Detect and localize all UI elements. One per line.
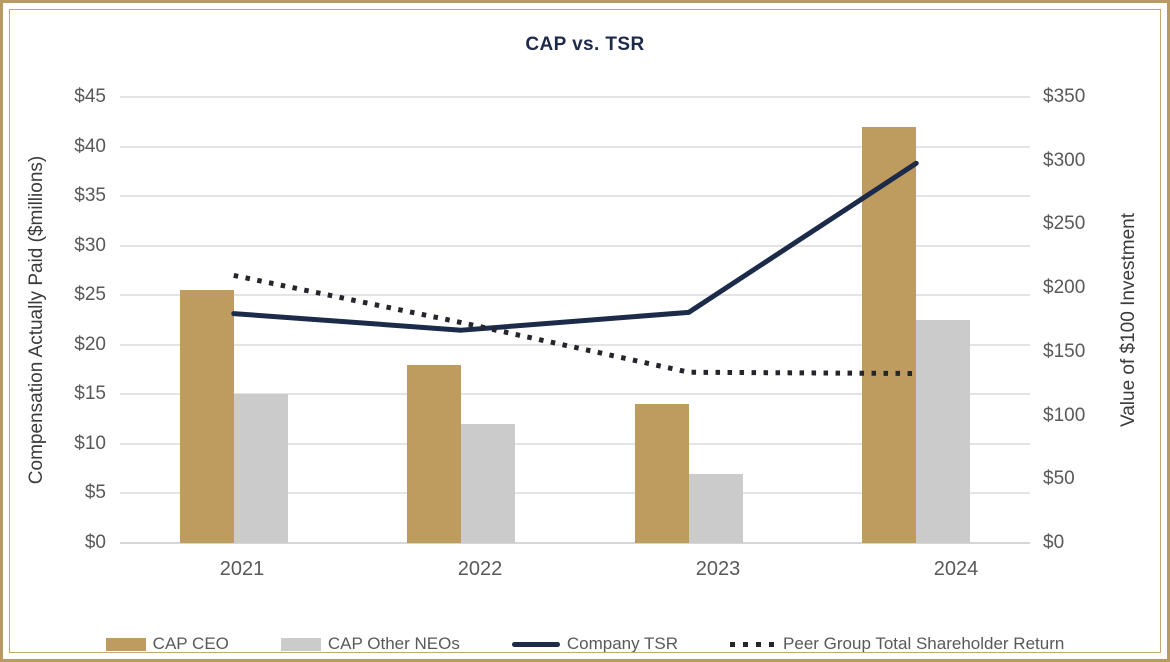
gridline — [120, 195, 1030, 198]
company-tsr-line-swatch — [511, 641, 560, 647]
right-axis-title: Value of $100 Investment — [1118, 212, 1139, 428]
gridline — [120, 343, 1030, 346]
bar-cap-other-neos-2024 — [916, 320, 971, 543]
gridline — [120, 294, 1030, 297]
peer-group-dotted-swatch — [730, 641, 777, 647]
line-layer — [231, 160, 919, 377]
bar-cap-ceo-2024 — [862, 126, 917, 543]
legend-item-company-tsr: Company TSR — [511, 634, 679, 654]
y-axis-tick-left: $15 — [74, 383, 106, 405]
legend-label: Company TSR — [566, 634, 679, 653]
bar-cap-other-neos-2023 — [688, 473, 743, 543]
gridline — [120, 145, 1030, 148]
bar-cap-other-neos-2021 — [233, 394, 288, 543]
y-axis-tick-left: $25 — [74, 284, 106, 306]
y-axis-tick-left: $10 — [74, 432, 106, 454]
gridline — [120, 393, 1030, 396]
plot-area — [120, 96, 1030, 544]
chart-title: CAP vs. TSR — [525, 34, 645, 55]
x-axis-line — [120, 542, 1030, 544]
legend-label: Peer Group Total Shareholder Return — [783, 634, 1065, 653]
legend-item-peer-group: Peer Group Total Shareholder Return — [730, 634, 1064, 654]
legend-label: CAP Other NEOs — [327, 634, 460, 653]
bar-cap-ceo-2022 — [407, 364, 462, 543]
company-tsr-line — [231, 160, 919, 333]
y-axis-tick-left: $30 — [74, 234, 106, 256]
bar-cap-ceo-2021 — [179, 290, 234, 543]
y-axis-tick-right: $0 — [1043, 532, 1065, 553]
cap-other-neos-swatch — [280, 637, 321, 651]
y-axis-tick-left: $35 — [74, 185, 106, 207]
y-axis-tick-right: $50 — [1043, 468, 1075, 490]
bar-cap-ceo-2023 — [634, 404, 689, 543]
y-axis-tick-right: $350 — [1043, 86, 1086, 107]
x-axis-tick-2023: 2023 — [695, 558, 741, 580]
legend-item-cap-other-neos: CAP Other NEOs — [280, 634, 460, 654]
y-axis-tick-left: $0 — [84, 532, 106, 553]
x-axis-tick-2022: 2022 — [457, 558, 503, 580]
gridline — [120, 96, 1030, 98]
y-axis-tick-right: $300 — [1043, 149, 1086, 171]
gridline — [120, 492, 1030, 495]
gridline — [120, 244, 1030, 247]
legend-label: CAP CEO — [152, 634, 229, 653]
x-axis-tick-2024: 2024 — [933, 558, 979, 580]
peer-group-total-shareholder-return-line — [233, 272, 917, 377]
x-axis-tick-2021: 2021 — [219, 558, 265, 580]
gridline — [120, 442, 1030, 445]
y-axis-tick-right: $250 — [1043, 213, 1086, 235]
legend-item-cap-ceo: CAP CEO — [105, 634, 229, 654]
legend: CAP CEO CAP Other NEOs Company TSR Peer … — [0, 634, 1170, 654]
y-axis-tick-left: $5 — [84, 482, 106, 504]
y-axis-tick-left: $20 — [74, 333, 106, 355]
y-axis-tick-right: $200 — [1043, 277, 1086, 299]
y-axis-tick-right: $100 — [1043, 404, 1086, 426]
y-axis-tick-right: $150 — [1043, 340, 1086, 362]
y-axis-tick-left: $45 — [74, 86, 106, 107]
y-axis-tick-left: $40 — [74, 135, 106, 157]
cap-ceo-swatch — [105, 637, 146, 651]
bar-cap-other-neos-2022 — [461, 424, 516, 543]
